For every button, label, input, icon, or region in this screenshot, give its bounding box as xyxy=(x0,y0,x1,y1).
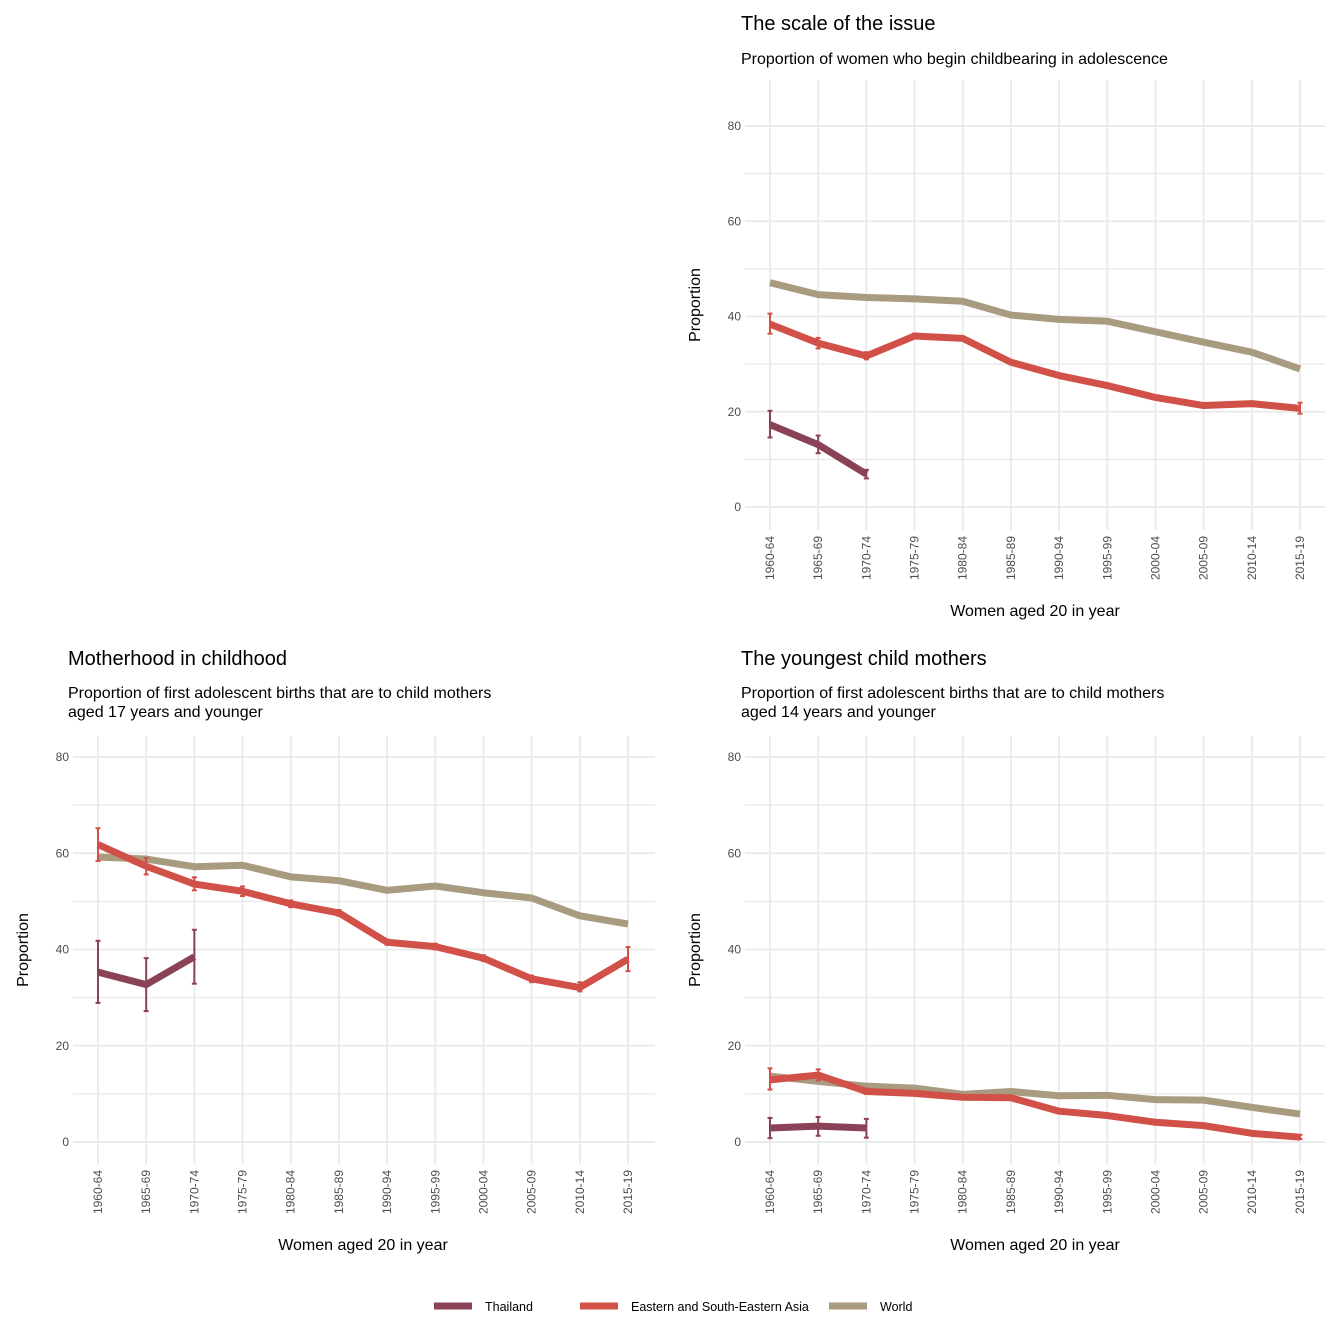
panel-subtitle: aged 17 years and younger xyxy=(68,704,263,721)
series-line-eastern-and-south-eastern-asia xyxy=(96,841,630,992)
y-tick-label: 80 xyxy=(56,750,70,764)
error-bar-eastern-and-south-eastern-asia xyxy=(767,1067,773,1091)
y-tick-label: 40 xyxy=(728,943,742,957)
x-tick-label: 2000-04 xyxy=(1148,1170,1162,1214)
x-tick-label: 1965-69 xyxy=(811,536,825,580)
x-tick-label: 2010-14 xyxy=(1245,536,1259,580)
y-tick-label: 20 xyxy=(728,1039,742,1053)
panel-subtitle: aged 14 years and younger xyxy=(741,704,936,721)
x-tick-label: 1985-89 xyxy=(1004,1170,1018,1214)
x-tick-label: 2005-09 xyxy=(1197,1170,1211,1214)
y-tick-label: 80 xyxy=(728,750,742,764)
legend: Thailand Eastern and South-Eastern Asia Wo… xyxy=(434,1300,912,1314)
x-axis-label: Women aged 20 in year xyxy=(950,1237,1120,1254)
x-tick-label: 1980-84 xyxy=(956,1170,970,1214)
error-bar-eastern-and-south-eastern-asia xyxy=(767,312,773,335)
x-tick-label: 1990-94 xyxy=(380,1170,394,1214)
x-axis-label: Women aged 20 in year xyxy=(278,1237,448,1254)
series-line-world xyxy=(769,279,1302,373)
x-tick-label: 1995-99 xyxy=(428,1170,442,1214)
panel-3: The youngest child mothers Proportion of … xyxy=(687,648,1325,1254)
x-tick-label: 2015-19 xyxy=(621,1170,635,1214)
series-line-world xyxy=(97,853,629,928)
x-tick-label: 1985-89 xyxy=(332,1170,346,1214)
x-tick-label: 1990-94 xyxy=(1052,1170,1066,1214)
error-bar-eastern-and-south-eastern-asia xyxy=(1297,401,1303,415)
panel-title: The scale of the issue xyxy=(741,13,936,35)
x-tick-label: 1960-64 xyxy=(91,1170,105,1214)
error-bar-eastern-and-south-eastern-asia xyxy=(863,1087,869,1095)
error-bar-eastern-and-south-eastern-asia xyxy=(863,351,869,361)
y-tick-label: 60 xyxy=(728,214,742,228)
error-bar-eastern-and-south-eastern-asia xyxy=(191,876,197,892)
y-tick-label: 20 xyxy=(56,1039,70,1053)
x-tick-label: 1970-74 xyxy=(859,536,873,580)
x-tick-label: 2000-04 xyxy=(1148,536,1162,580)
x-tick-label: 1975-79 xyxy=(908,536,922,580)
panel-1: The scale of the issue Proportion of wome… xyxy=(687,13,1325,620)
panel-subtitle: Proportion of first adolescent births th… xyxy=(68,685,491,702)
x-tick-label: 1995-99 xyxy=(1100,1170,1114,1214)
x-tick-label: 1990-94 xyxy=(1052,536,1066,580)
x-tick-label: 2015-19 xyxy=(1293,1170,1307,1214)
error-bar-thailand xyxy=(863,1117,869,1139)
y-tick-label: 40 xyxy=(56,943,70,957)
panel-title: Motherhood in childhood xyxy=(68,648,287,670)
x-tick-label: 2005-09 xyxy=(525,1170,539,1214)
x-tick-label: 2005-09 xyxy=(1197,536,1211,580)
x-tick-label: 1980-84 xyxy=(284,1170,298,1214)
panel-subtitle: Proportion of first adolescent births th… xyxy=(741,685,1164,702)
error-bar-eastern-and-south-eastern-asia xyxy=(815,1068,821,1082)
panel-title: The youngest child mothers xyxy=(741,648,987,670)
x-tick-label: 1985-89 xyxy=(1004,536,1018,580)
y-axis-label: Proportion xyxy=(687,913,704,987)
y-tick-label: 60 xyxy=(56,846,70,860)
error-bar-thailand xyxy=(815,1115,821,1137)
y-tick-label: 20 xyxy=(728,405,742,419)
legend-item: Thailand xyxy=(434,1300,533,1314)
x-tick-label: 2015-19 xyxy=(1293,536,1307,580)
x-tick-label: 2010-14 xyxy=(573,1170,587,1214)
legend-item: World xyxy=(829,1300,912,1314)
legend-label: Thailand xyxy=(485,1300,533,1314)
error-bar-eastern-and-south-eastern-asia xyxy=(1297,1133,1303,1141)
x-tick-label: 1975-79 xyxy=(908,1170,922,1214)
error-bar-thailand xyxy=(815,434,821,455)
y-axis-label: Proportion xyxy=(687,268,704,342)
series-line-eastern-and-south-eastern-asia xyxy=(768,320,1301,412)
y-tick-label: 80 xyxy=(728,119,742,133)
x-tick-label: 1960-64 xyxy=(763,1170,777,1214)
legend-item: Eastern and South-Eastern Asia xyxy=(580,1300,809,1314)
y-tick-label: 0 xyxy=(734,500,741,514)
panel-2: Motherhood in childhood Proportion of fir… xyxy=(15,648,655,1254)
legend-label: World xyxy=(880,1300,912,1314)
y-tick-label: 60 xyxy=(728,846,742,860)
error-bar-thailand xyxy=(95,939,101,1004)
y-tick-label: 0 xyxy=(62,1135,69,1149)
legend-label: Eastern and South-Eastern Asia xyxy=(631,1300,809,1314)
x-axis-label: Women aged 20 in year xyxy=(950,603,1120,620)
panel-subtitle: Proportion of women who begin childbeari… xyxy=(741,51,1168,68)
x-tick-label: 1965-69 xyxy=(811,1170,825,1214)
error-bar-eastern-and-south-eastern-asia xyxy=(577,981,583,993)
x-tick-label: 1975-79 xyxy=(236,1170,250,1214)
x-tick-label: 1995-99 xyxy=(1100,536,1114,580)
series-line-eastern-and-south-eastern-asia xyxy=(769,1071,1301,1141)
x-tick-label: 1965-69 xyxy=(139,1170,153,1214)
y-tick-label: 0 xyxy=(734,1135,741,1149)
x-tick-label: 2010-14 xyxy=(1245,1170,1259,1214)
series-line-world xyxy=(769,1072,1301,1118)
y-tick-label: 40 xyxy=(728,310,742,324)
x-tick-label: 1980-84 xyxy=(956,536,970,580)
x-tick-label: 1960-64 xyxy=(763,536,777,580)
x-tick-label: 1970-74 xyxy=(859,1170,873,1214)
x-tick-label: 2000-04 xyxy=(476,1170,490,1214)
x-tick-label: 1970-74 xyxy=(187,1170,201,1214)
error-bar-thailand xyxy=(767,409,773,439)
y-axis-label: Proportion xyxy=(15,913,32,987)
